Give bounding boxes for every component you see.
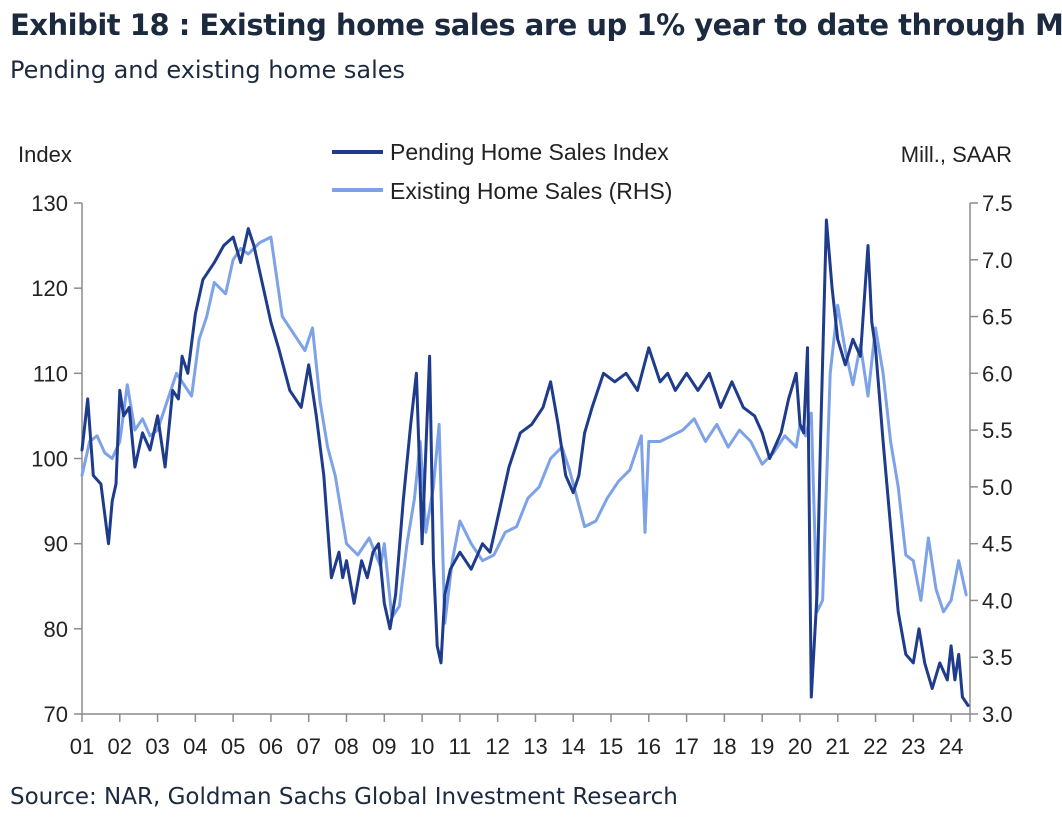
- right-axis-title: Mill., SAAR: [901, 142, 1012, 167]
- x-tick-label: 23: [901, 734, 925, 759]
- series-line-pending-home-sales: [80, 218, 970, 707]
- chart-subtitle: Pending and existing home sales: [10, 56, 406, 84]
- x-tick-label: 12: [485, 734, 509, 759]
- x-tick-label: 06: [259, 734, 283, 759]
- left-tick-label: 120: [31, 276, 68, 301]
- x-tick-label: 09: [372, 734, 396, 759]
- right-tick-label: 6.5: [982, 305, 1013, 330]
- legend-label-existing-home-sales: Existing Home Sales (RHS): [390, 178, 672, 204]
- x-tick-label: 18: [712, 734, 736, 759]
- x-tick-label: 01: [70, 734, 94, 759]
- right-tick-label: 4.5: [982, 532, 1013, 557]
- right-tick-label: 6.0: [982, 361, 1013, 386]
- x-tick-label: 22: [863, 734, 887, 759]
- left-tick-label: 70: [44, 702, 68, 727]
- x-tick-label: 16: [637, 734, 661, 759]
- right-tick-label: 3.0: [982, 702, 1013, 727]
- x-tick-label: 20: [788, 734, 812, 759]
- chart-title: Exhibit 18 : Existing home sales are up …: [10, 8, 1062, 42]
- left-axis-title: Index: [18, 142, 72, 167]
- left-tick-label: 110: [33, 361, 68, 386]
- series-line-existing-home-sales: [80, 235, 968, 625]
- x-tick-label: 10: [410, 734, 434, 759]
- right-tick-label: 4.0: [982, 588, 1013, 613]
- right-tick-label: 3.5: [982, 645, 1013, 670]
- x-tick-label: 24: [939, 734, 963, 759]
- x-tick-label: 02: [108, 734, 132, 759]
- right-tick-label: 7.5: [982, 191, 1013, 216]
- x-tick-label: 14: [561, 734, 585, 759]
- x-tick-label: 07: [296, 734, 320, 759]
- plot-lines: [80, 218, 970, 707]
- legend-label-pending-home-sales: Pending Home Sales Index: [390, 139, 669, 165]
- right-tick-label: 7.0: [982, 248, 1013, 273]
- x-tick-label: 05: [221, 734, 245, 759]
- source-note: Source: NAR, Goldman Sachs Global Invest…: [10, 784, 678, 810]
- x-tick-label: 21: [826, 734, 850, 759]
- right-tick-label: 5.0: [982, 475, 1013, 500]
- left-tick-label: 80: [44, 617, 68, 642]
- left-tick-label: 90: [44, 532, 68, 557]
- chart-axes: 1301201101009080707.57.06.56.05.55.04.54…: [31, 191, 1012, 759]
- x-tick-label: 17: [674, 734, 698, 759]
- x-tick-label: 08: [334, 734, 358, 759]
- x-tick-label: 11: [448, 734, 471, 759]
- x-tick-label: 04: [183, 734, 207, 759]
- x-tick-label: 19: [750, 734, 774, 759]
- right-tick-label: 5.5: [982, 418, 1013, 443]
- left-tick-label: 100: [31, 447, 68, 472]
- chart-legend: Pending Home Sales Index Existing Home S…: [332, 139, 672, 204]
- x-tick-label: 13: [523, 734, 547, 759]
- x-tick-label: 03: [145, 734, 169, 759]
- left-tick-label: 130: [31, 191, 68, 216]
- x-tick-label: 15: [599, 734, 623, 759]
